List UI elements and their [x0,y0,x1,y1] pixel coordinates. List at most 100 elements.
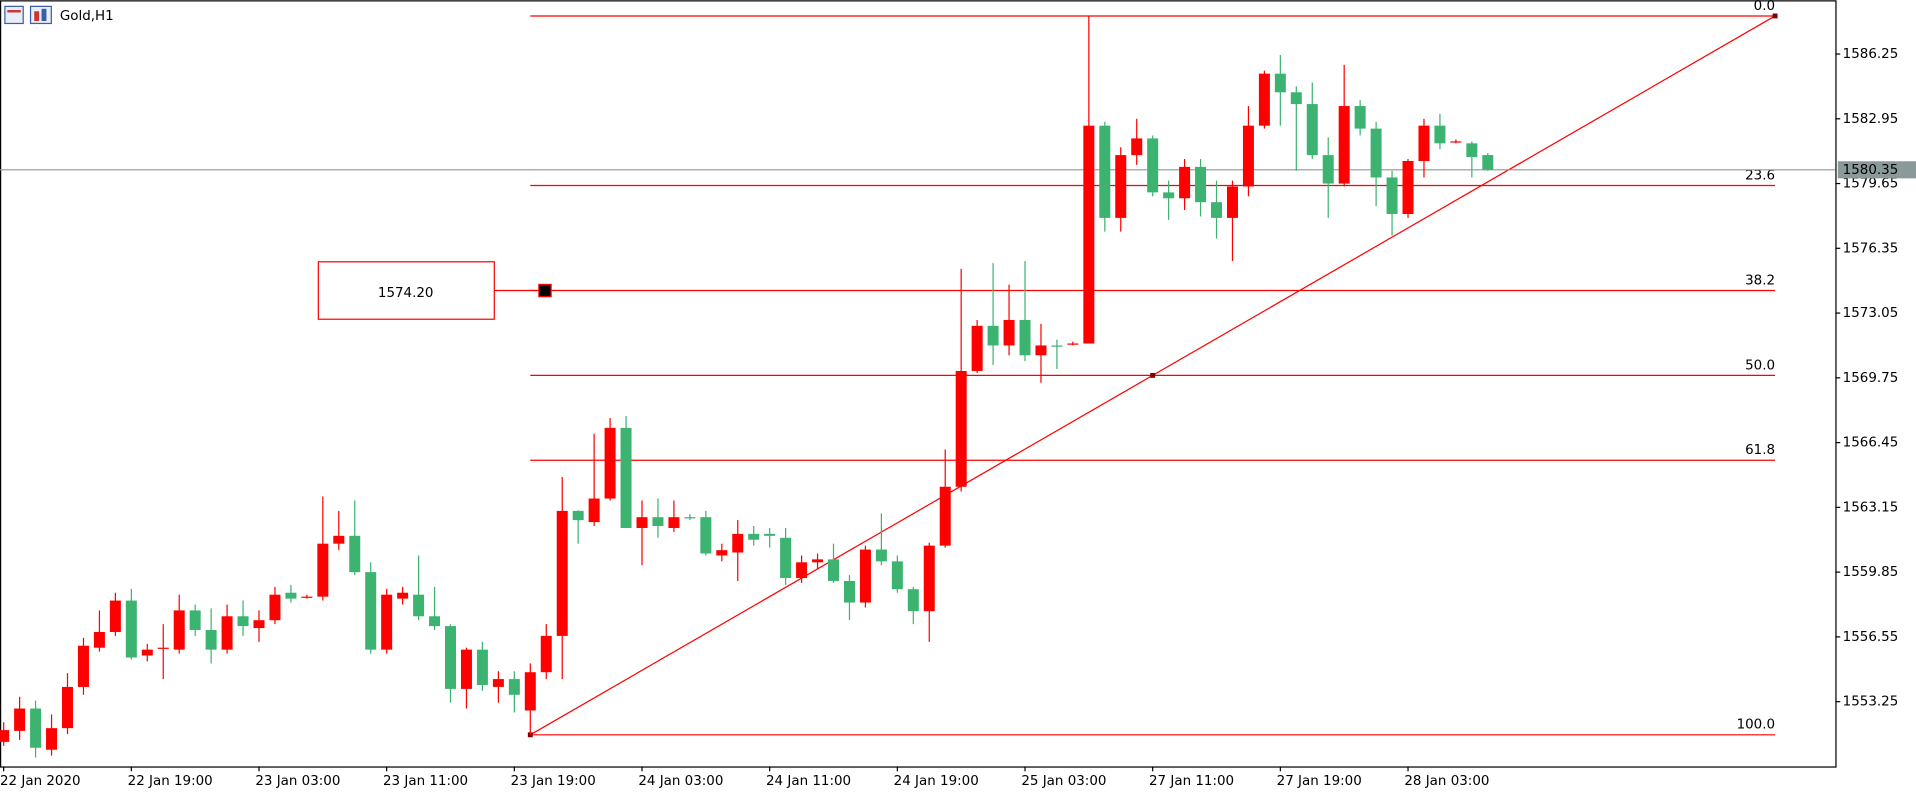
x-tick-label: 27 Jan 11:00 [1149,774,1234,789]
candle-body [221,616,233,650]
y-tick-label: 1576.35 [1843,241,1899,256]
candle-body [1482,155,1494,170]
candle-body [875,549,887,562]
x-tick-label: 23 Jan 11:00 [383,774,468,789]
candle-body [269,594,281,621]
candle-body [604,427,616,499]
candle-body [1338,106,1350,184]
candle-body [381,594,393,650]
candle-body [843,580,855,603]
candle-body [1099,125,1111,218]
candle-body [508,679,520,695]
candle-body [1322,155,1334,184]
icon [4,5,24,25]
candle-body [285,592,297,599]
candle-body [1466,143,1478,158]
fib-level-label: 50.0 [1745,358,1775,373]
candle-body [1211,202,1223,218]
highlight-marker [538,283,552,298]
candle-body [971,325,983,371]
highlight-box [317,261,495,320]
plot-frame [0,0,1837,768]
candle-body [1450,141,1462,143]
highlight-label: 1574.20 [378,286,434,301]
candle-body [189,610,201,631]
candle-body [157,647,169,649]
x-tick-label: 25 Jan 03:00 [1021,774,1106,789]
candle-body [1003,319,1015,346]
candle-body [1274,73,1286,93]
y-tick-label: 1553.25 [1843,695,1899,710]
candle-body [620,427,632,528]
candle-body [636,517,648,528]
candle-body [317,543,329,597]
fib-level-label: 100.0 [1737,718,1775,733]
x-tick-label: 24 Jan 03:00 [638,774,723,789]
candle-body [125,600,137,658]
x-tick-label: 28 Jan 03:00 [1404,774,1489,789]
toolbar-icons [4,5,52,25]
candle-body [1019,319,1031,356]
candle-body [1402,160,1414,214]
candle-body [205,630,217,650]
candle-body [1147,138,1159,193]
icon [29,5,52,25]
candle-body [955,370,967,487]
icon [34,11,40,22]
candle-body [0,730,10,742]
x-tick-label: 27 Jan 19:00 [1277,774,1362,789]
fib-anchor [1772,13,1778,19]
candle-body [62,686,73,729]
candle-body [30,708,42,748]
candle-body [14,708,26,731]
candle-body [1083,125,1095,344]
candle-body [397,592,409,599]
y-tick-label: 1579.65 [1843,177,1899,192]
candle-body [812,559,824,563]
x-tick-label: 24 Jan 19:00 [894,774,979,789]
candle-body [1386,177,1398,214]
candle-body [524,672,536,711]
candle-body [46,728,58,750]
candle-body [556,510,568,636]
candle-body [1035,345,1047,356]
candle-body [572,510,584,521]
candle-body [460,649,472,689]
candle-body [492,679,504,687]
candle-body [732,533,744,553]
candle-body [1226,186,1238,218]
candle-body [1179,166,1191,199]
candle-body [173,610,185,650]
candle-body [413,594,425,617]
fib-level-label: 0.0 [1754,0,1775,14]
candle-body [1051,345,1063,347]
candle-body [1115,155,1127,218]
candle-body [684,517,696,519]
x-tick-label: 22 Jan 19:00 [128,774,213,789]
y-tick-label: 1573.05 [1843,306,1899,321]
candle-body [1131,138,1143,156]
candle-body [1290,92,1302,105]
candle-body [429,616,441,627]
y-tick-label: 1582.95 [1843,112,1899,127]
candle-body [109,600,121,632]
candle-body [923,545,935,612]
candle-body [859,549,871,603]
candle-body [1258,73,1270,126]
fib-level-label: 61.8 [1745,443,1775,458]
candle-body [652,517,664,527]
candle-body [1418,125,1430,161]
candle-body [939,486,951,546]
candle-body [796,562,808,579]
y-tick-label: 1563.15 [1843,500,1899,515]
candle-body [93,631,105,648]
candle-body [253,620,265,629]
candle-body [365,572,377,650]
candle-body [700,517,712,554]
candle-body [237,616,249,627]
y-tick-label: 1566.45 [1843,436,1899,451]
candle-body [1067,343,1079,345]
candle-body [780,537,792,579]
last-price-label: 1580.35 [1843,163,1899,178]
icon [7,10,21,13]
